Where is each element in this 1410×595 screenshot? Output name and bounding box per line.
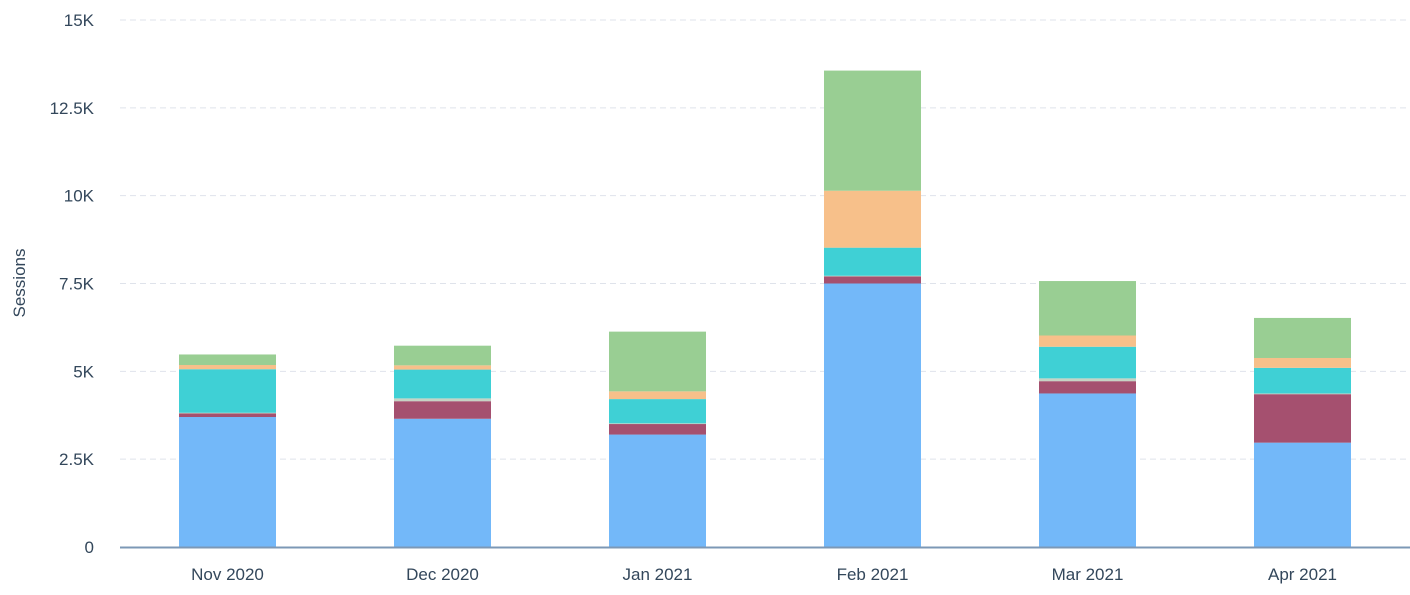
bar-segment[interactable] xyxy=(1254,367,1351,394)
bar-segment[interactable] xyxy=(609,391,706,400)
bar-segment[interactable] xyxy=(1254,317,1351,358)
x-tick-label: Feb 2021 xyxy=(837,565,909,584)
bar-segment[interactable] xyxy=(394,365,491,370)
bar-segment[interactable] xyxy=(1039,281,1136,336)
bar-segment[interactable] xyxy=(1039,381,1136,394)
bar-segment[interactable] xyxy=(1039,346,1136,379)
gridlines xyxy=(120,19,1410,460)
bar-segment[interactable] xyxy=(394,345,491,366)
bar-segment[interactable] xyxy=(609,434,706,547)
x-tick-label: Mar 2021 xyxy=(1052,565,1124,584)
bar-segment[interactable] xyxy=(179,413,276,418)
y-tick-label: 2.5K xyxy=(59,450,95,469)
bar-segment[interactable] xyxy=(394,418,491,547)
y-axis-ticks: 0 2.5K 5K 7.5K 10K 12.5K 15K xyxy=(50,11,95,557)
bars xyxy=(179,70,1351,548)
bar-segment[interactable] xyxy=(609,331,706,392)
bar-segment[interactable] xyxy=(609,399,706,424)
y-tick-label: 7.5K xyxy=(59,275,95,294)
bar-segment[interactable] xyxy=(394,369,491,399)
bar-segment[interactable] xyxy=(179,354,276,366)
y-axis-title: Sessions xyxy=(10,249,29,318)
bar-segment[interactable] xyxy=(179,365,276,370)
x-tick-label: Nov 2020 xyxy=(191,565,264,584)
bar-segment[interactable] xyxy=(179,412,276,414)
bar-segment[interactable] xyxy=(824,247,921,276)
y-tick-label: 0 xyxy=(85,538,94,557)
bar-segment[interactable] xyxy=(609,423,706,425)
bar-segment[interactable] xyxy=(394,398,491,402)
bar-segment[interactable] xyxy=(1039,393,1136,547)
bar-segment[interactable] xyxy=(1039,335,1136,347)
x-tick-label: Jan 2021 xyxy=(623,565,693,584)
x-tick-label: Dec 2020 xyxy=(406,565,479,584)
bar-segment[interactable] xyxy=(824,190,921,248)
x-axis-ticks: Nov 2020 Dec 2020 Jan 2021 Feb 2021 Mar 2021… xyxy=(191,565,1337,584)
bar-segment[interactable] xyxy=(394,401,491,419)
x-tick-label: Apr 2021 xyxy=(1268,565,1337,584)
y-tick-label: 5K xyxy=(73,362,94,381)
y-tick-label: 12.5K xyxy=(50,99,95,118)
bar-segment[interactable] xyxy=(1254,394,1351,443)
bar-segment[interactable] xyxy=(1254,393,1351,395)
bar-segment[interactable] xyxy=(824,275,921,277)
bar-segment[interactable] xyxy=(609,424,706,435)
y-tick-label: 15K xyxy=(64,11,95,30)
bar-segment[interactable] xyxy=(824,70,921,191)
bar-segment[interactable] xyxy=(1254,442,1351,547)
bar-segment[interactable] xyxy=(1254,357,1351,368)
bar-segment[interactable] xyxy=(824,276,921,284)
bar-segment[interactable] xyxy=(824,283,921,548)
y-tick-label: 10K xyxy=(64,187,95,206)
bar-segment[interactable] xyxy=(1039,378,1136,382)
bar-segment[interactable] xyxy=(179,417,276,547)
bar-segment[interactable] xyxy=(179,369,276,413)
